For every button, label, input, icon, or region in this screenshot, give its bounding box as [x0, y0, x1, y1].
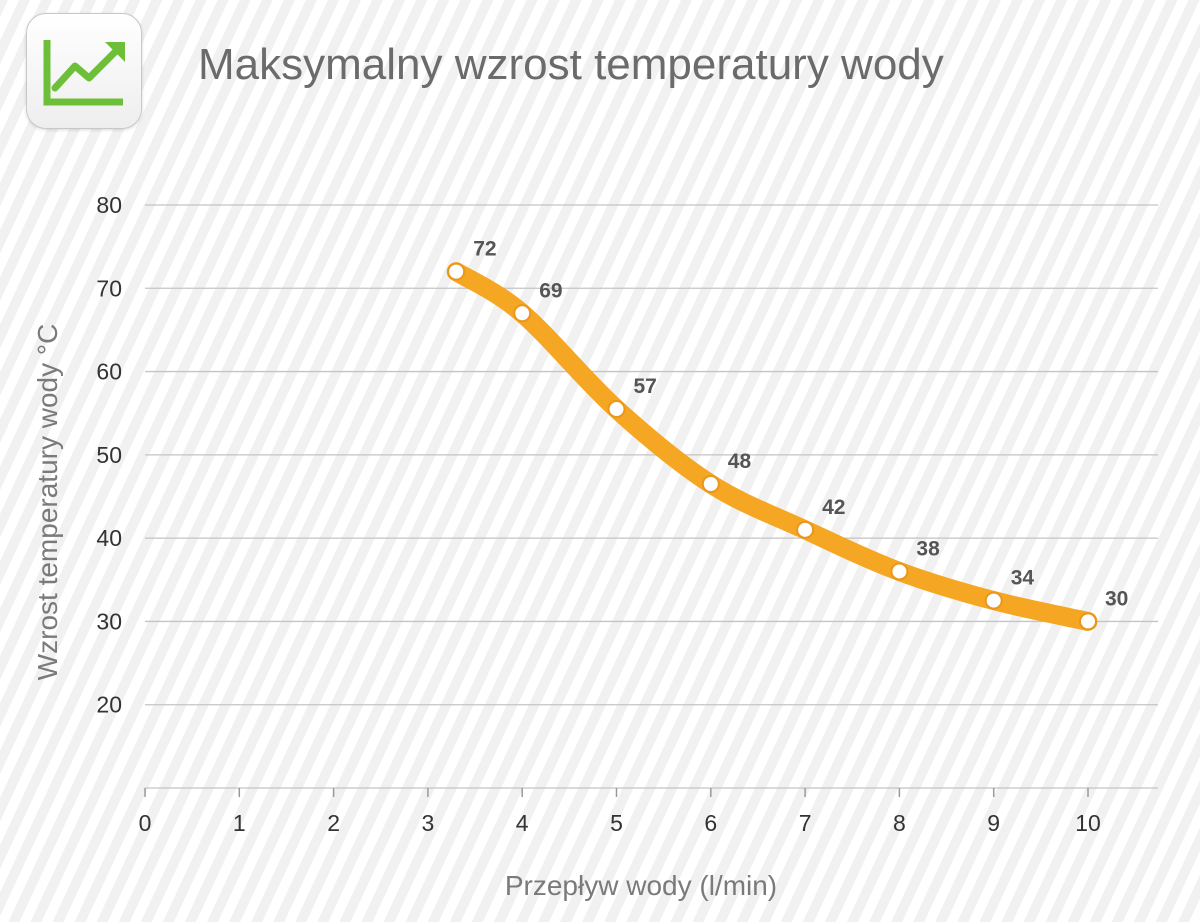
grid-lines [145, 204, 1158, 706]
data-point [701, 475, 720, 494]
data-label: 69 [539, 279, 562, 302]
data-point [1079, 612, 1097, 631]
y-tick-label: 30 [96, 608, 122, 634]
y-tick-label: 20 [96, 692, 122, 718]
x-tick-label: 7 [799, 810, 812, 836]
x-tick-label: 0 [139, 810, 152, 836]
data-point [984, 591, 1003, 610]
x-axis [144, 787, 1158, 797]
x-tick-label: 4 [516, 810, 529, 836]
x-tick-label: 8 [893, 810, 906, 836]
data-point [447, 262, 466, 281]
y-tick-label: 50 [96, 442, 122, 468]
y-tick-label: 80 [96, 192, 122, 218]
data-labels: 72 69 57 48 42 38 34 30 [473, 238, 1128, 611]
data-label: 48 [728, 450, 752, 473]
y-tick-label: 70 [96, 275, 122, 301]
y-tick-label: 60 [96, 359, 122, 385]
series-line [446, 262, 1098, 631]
line-chart-trend-up-icon [43, 40, 125, 106]
data-label: 72 [473, 238, 496, 261]
data-point [890, 562, 909, 581]
x-tick-label: 9 [987, 810, 1000, 836]
x-tick-label: 2 [327, 810, 340, 836]
x-axis-title: Przepływ wody (l/min) [505, 870, 777, 901]
y-axis-title: Wzrost temperatury wody °C [32, 324, 63, 681]
data-label: 57 [634, 375, 657, 398]
data-label: 30 [1105, 587, 1128, 610]
x-tick-label: 10 [1075, 810, 1101, 836]
x-tick-label: 6 [704, 810, 717, 836]
data-point [796, 520, 815, 539]
x-tick-label: 3 [422, 810, 435, 836]
data-points [447, 262, 1097, 631]
app-icon [26, 13, 142, 129]
x-tick-label: 1 [233, 810, 246, 836]
data-point [513, 304, 532, 323]
data-label: 34 [1011, 567, 1035, 590]
y-tick-label: 40 [96, 525, 122, 551]
series-line-path [446, 262, 1098, 631]
page-title: Maksymalny wzrost temperatury wody [198, 40, 944, 89]
x-tick-label: 5 [610, 810, 623, 836]
data-label: 42 [822, 496, 845, 519]
data-label: 38 [916, 537, 940, 560]
data-point [607, 400, 626, 419]
